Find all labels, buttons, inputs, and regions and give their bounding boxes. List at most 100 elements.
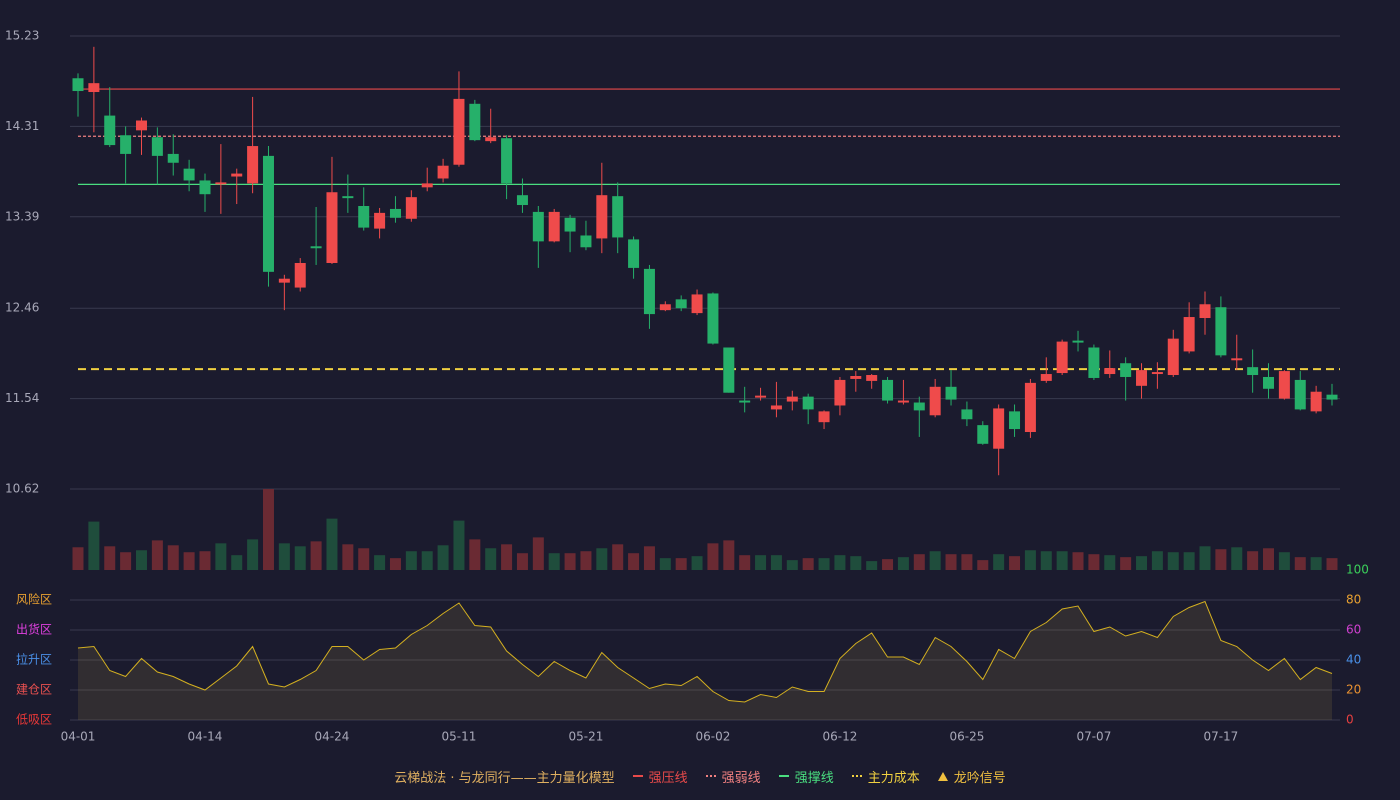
x-tick-label: 04-24 — [315, 730, 350, 744]
candle-body — [1136, 370, 1148, 386]
candle-body — [516, 195, 528, 206]
volume-bar — [247, 539, 259, 570]
candle-body — [1294, 379, 1306, 410]
candle-body — [770, 405, 782, 410]
volume-bar — [374, 555, 386, 570]
candle-body — [88, 83, 100, 93]
volume-bar — [421, 551, 433, 570]
candle-body — [755, 395, 767, 398]
candle-body — [1104, 368, 1116, 375]
candle-body — [723, 347, 735, 393]
volume-bar — [659, 558, 671, 570]
candle-body — [1120, 363, 1132, 377]
y-tick-label: 10.62 — [5, 482, 39, 496]
volume-bar — [786, 560, 798, 570]
volume-bar — [1088, 554, 1100, 570]
volume-bar — [1199, 546, 1211, 570]
volume-bar — [882, 559, 894, 570]
volume-bar — [866, 561, 878, 570]
volume-bar — [1294, 557, 1306, 570]
oscillator-line — [77, 600, 1333, 703]
volume-bar — [120, 552, 132, 570]
legend-label: 龙吟信号 — [953, 770, 1006, 786]
volume-bar — [104, 546, 116, 570]
candle-body — [310, 246, 322, 249]
candle-body — [262, 155, 274, 272]
volume-bar — [1151, 551, 1163, 570]
legend-label: 强压线 — [648, 770, 688, 786]
volume-bar — [945, 554, 957, 570]
y-tick-label: 14.31 — [5, 119, 39, 133]
volume-bar — [707, 543, 719, 570]
volume-bar — [199, 551, 211, 570]
volume-bar — [72, 547, 84, 570]
volume-bar — [739, 555, 751, 570]
x-tick-label: 05-11 — [442, 730, 477, 744]
volume-bar — [1024, 550, 1036, 570]
candle-body — [1167, 338, 1179, 376]
volume-bar — [802, 558, 814, 570]
candle-body — [437, 165, 449, 179]
x-tick-label: 06-02 — [695, 730, 730, 744]
volume-bar — [1120, 557, 1132, 570]
volume-bar — [1136, 556, 1148, 570]
volume-bar — [1231, 547, 1243, 570]
volume-bar — [88, 521, 100, 570]
volume-bar — [755, 555, 767, 570]
volume-bar — [628, 553, 640, 570]
volume-bar — [231, 555, 243, 570]
zone-label: 风险区 — [16, 592, 52, 607]
candle-body — [834, 379, 846, 406]
candle-body — [1263, 376, 1275, 389]
legend-item: 主力成本 — [851, 767, 920, 786]
x-tick-label: 04-14 — [188, 730, 223, 744]
legend-marker — [778, 775, 789, 777]
candle-body — [1215, 307, 1227, 356]
candle-body — [1040, 374, 1052, 381]
zone-label: 拉升区 — [16, 652, 52, 667]
candle-body — [580, 235, 592, 248]
candle-body — [1088, 347, 1100, 378]
legend-label: 主力成本 — [867, 770, 920, 786]
volume-bar — [501, 544, 513, 570]
volume-bar — [643, 546, 655, 570]
volume-bar — [596, 548, 608, 570]
oscillator-area — [78, 601, 1332, 720]
volume-bar — [929, 551, 941, 570]
candle-body — [850, 375, 862, 379]
volume-bar — [1263, 548, 1275, 570]
y2-tick-label: 20 — [1346, 683, 1361, 697]
volume-bar — [1056, 551, 1068, 570]
candle-body — [739, 400, 751, 403]
volume-bar — [1278, 552, 1290, 570]
candle-body — [469, 103, 481, 141]
candle-body — [326, 192, 338, 263]
candle-body — [929, 386, 941, 416]
chart: 15.23 14.31 13.39 12.46 11.54 10.62 0 20 40 60 80 1… — [5, 29, 1369, 744]
candle-body — [628, 239, 640, 268]
zone-label: 建仓区 — [16, 683, 52, 697]
volume-bar — [453, 520, 465, 570]
candle-body — [120, 135, 132, 154]
volume-bar — [977, 560, 989, 570]
volume-bar — [548, 553, 560, 570]
candle-body — [913, 402, 925, 411]
candle-body — [564, 217, 576, 232]
volume-bar — [342, 544, 354, 570]
candle-body — [1024, 382, 1036, 433]
candle-body — [961, 409, 973, 420]
volume-bar — [469, 539, 481, 570]
candle-body — [294, 262, 306, 288]
candle-body — [453, 98, 465, 165]
candle-body — [1247, 367, 1259, 376]
volume-bar — [1215, 549, 1227, 570]
candle-body — [1231, 358, 1243, 361]
y-tick-label: 13.39 — [5, 209, 39, 223]
volume-bar — [532, 537, 544, 570]
volume-bar — [1072, 552, 1084, 570]
volume-bar — [485, 548, 497, 570]
candle-body — [1183, 317, 1195, 352]
y2-tick-label: 80 — [1346, 593, 1361, 607]
candle-body — [358, 205, 370, 228]
volume-bar — [993, 554, 1005, 570]
